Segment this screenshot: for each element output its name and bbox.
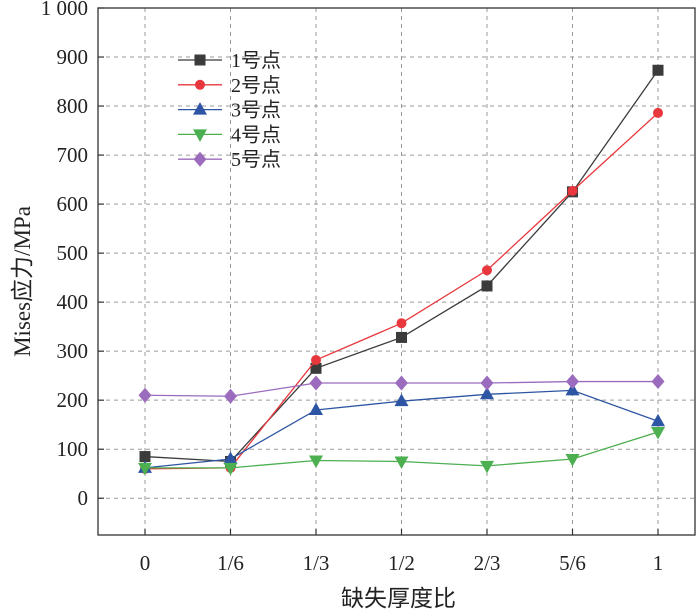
series-4 [138, 427, 665, 476]
series-4-point [480, 460, 494, 474]
series-4-point [223, 462, 238, 476]
series-2-point [653, 107, 663, 118]
series-2-point [396, 318, 407, 329]
series-5-point [138, 387, 152, 403]
legend-marker [194, 54, 206, 66]
series-3-point [394, 393, 409, 407]
series-5 [138, 374, 665, 404]
legend-marker [195, 79, 205, 90]
x-tick-label: 1/2 [388, 551, 415, 575]
y-tick-label: 400 [57, 290, 89, 314]
series-1-point [310, 362, 322, 374]
series-1-point [396, 331, 407, 343]
y-tick-label: 900 [57, 45, 89, 69]
series-4-point [309, 455, 323, 468]
x-tick-label: 1/6 [217, 551, 244, 575]
series-3-point [480, 386, 494, 400]
legend-item: 3号点 [178, 99, 281, 122]
y-tick-label: 700 [57, 143, 89, 167]
y-tick-label: 600 [57, 192, 89, 216]
legend-item: 2号点 [178, 74, 281, 97]
series-2-point [311, 354, 321, 365]
series-2-point [482, 265, 492, 276]
legend-label: 5号点 [231, 148, 281, 171]
series-4-point [651, 427, 665, 440]
series-3-point [565, 382, 580, 396]
legend-label: 1号点 [231, 49, 281, 72]
series-1-point [139, 451, 151, 463]
series-3-point [651, 413, 665, 427]
legend-label: 4号点 [231, 123, 281, 146]
series-4-point [138, 462, 152, 476]
y-tick-label: 1 000 [41, 0, 88, 20]
grid-lines [98, 7, 695, 535]
series-5-point [480, 375, 494, 391]
series-5-point [395, 375, 408, 391]
series-4-point [394, 456, 409, 469]
y-axis-title: Mises应力/MPa [10, 206, 35, 357]
x-tick-label: 5/6 [559, 551, 586, 575]
legend-item: 4号点 [178, 123, 281, 146]
series-5-point [651, 374, 665, 390]
y-tick-label: 500 [57, 241, 89, 265]
legend-item: 5号点 [178, 148, 281, 171]
y-tick-label: 100 [57, 437, 89, 461]
legend-marker [193, 129, 207, 142]
plot-frame [97, 7, 696, 536]
x-tick-label: 1/3 [303, 551, 330, 575]
legend-marker [193, 151, 207, 167]
series-1-point [652, 64, 664, 76]
x-tick-label: 0 [140, 551, 151, 575]
legend-label: 2号点 [231, 74, 281, 97]
series-3-point [223, 451, 238, 465]
y-tick-label: 300 [57, 339, 89, 363]
series-group [138, 64, 665, 476]
y-tick-label: 200 [57, 388, 89, 412]
series-1-point [481, 280, 493, 292]
legend-marker [193, 102, 207, 115]
series-2-point [567, 185, 578, 196]
series-3-point [309, 402, 323, 415]
series-3 [138, 382, 665, 473]
x-axis-title: 缺失厚度比 [341, 586, 456, 611]
series-5-point [224, 388, 237, 404]
series-4-point [565, 454, 580, 467]
series-5-point [309, 375, 323, 391]
axis-ticks: 0 100 200 300 400 500 600 700 800 900 1 000 0 1/6 1/3… [41, 0, 664, 575]
legend-label: 3号点 [231, 99, 281, 122]
x-tick-label: 2/3 [474, 551, 501, 575]
series-5-point [566, 374, 579, 390]
y-tick-label: 800 [57, 94, 89, 118]
legend-item: 1号点 [178, 49, 281, 72]
y-tick-label: 0 [78, 486, 89, 510]
x-tick-label: 1 [653, 551, 664, 575]
